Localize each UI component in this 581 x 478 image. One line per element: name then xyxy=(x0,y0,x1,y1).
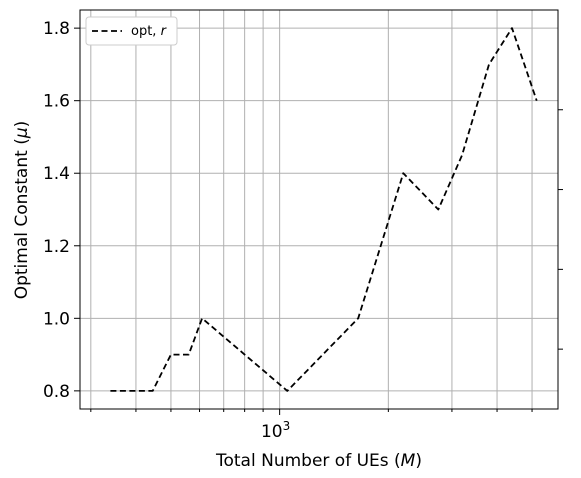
legend-label: opt, r xyxy=(131,24,168,39)
y-tick-label: 0.8 xyxy=(43,382,70,402)
y-tick-label: 1.4 xyxy=(43,164,70,184)
x-tick-label: 103 xyxy=(261,419,290,442)
tick-labels: 0.8 1.0 1.2 1.4 1.6 1.8 103 xyxy=(43,19,290,442)
y-tick-label: 1.0 xyxy=(43,309,70,329)
legend-box xyxy=(85,16,178,46)
y-axis-label: Optimal Constant (μ) xyxy=(12,121,32,300)
y-tick-label: 1.6 xyxy=(43,92,70,112)
x-axis-label: Total Number of UEs (M) xyxy=(215,451,422,471)
y-tick-label: 1.2 xyxy=(43,237,70,257)
legend: opt, r xyxy=(85,16,178,46)
series-layer xyxy=(110,27,538,392)
ticks xyxy=(74,27,533,415)
series-line xyxy=(110,27,538,392)
plot-frame xyxy=(79,9,559,410)
grid xyxy=(80,10,558,409)
y-tick-label: 1.8 xyxy=(43,19,70,39)
right-axis xyxy=(557,10,563,409)
